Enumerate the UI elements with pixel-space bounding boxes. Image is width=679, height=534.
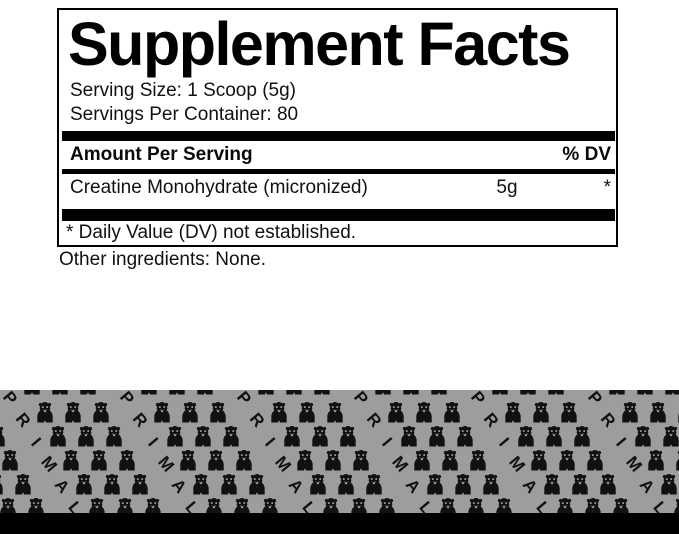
other-ingredients-text: Other ingredients: None. (59, 249, 267, 270)
column-header-row: Amount Per Serving % DV (62, 144, 615, 166)
primal-pattern-svg: PRIMAL (0, 390, 679, 513)
panel-title: Supplement Facts (68, 10, 571, 78)
divider-thin (62, 169, 615, 174)
primal-pattern-band: PRIMAL (0, 390, 679, 513)
serving-size-text: Serving Size: 1 Scoop (5g) (70, 80, 297, 101)
ingredient-dv-asterisk: * (603, 177, 611, 198)
divider-thick-top (62, 131, 615, 141)
servings-per-container-text: Servings Per Container: 80 (70, 103, 299, 125)
dv-footnote: * Daily Value (DV) not established. (66, 222, 357, 243)
ingredient-name: Creatine Monohydrate (micronized) (70, 177, 368, 198)
divider-thick-bottom (62, 209, 615, 221)
supplement-facts-panel: Supplement Facts Serving Size: 1 Scoop (… (57, 8, 618, 247)
bottom-black-strip (0, 513, 679, 534)
amount-per-serving-header: Amount Per Serving (70, 144, 253, 165)
ingredient-amount: 5g (496, 177, 518, 198)
serving-info: Serving Size: 1 Scoop (5g) Servings Per … (70, 79, 298, 126)
percent-dv-header: % DV (562, 144, 611, 165)
ingredient-row: Creatine Monohydrate (micronized) 5g * (62, 177, 615, 201)
